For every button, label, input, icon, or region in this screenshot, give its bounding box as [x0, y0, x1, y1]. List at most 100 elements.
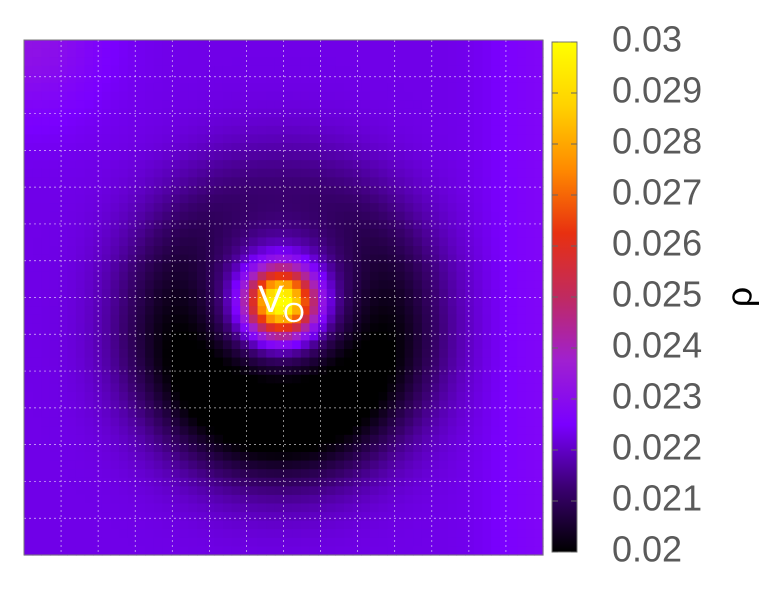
heatmap-cell: [93, 443, 103, 453]
heatmap-cell: [309, 117, 319, 127]
heatmap-cell: [499, 65, 509, 75]
heatmap-cell: [41, 331, 51, 342]
heatmap-cell: [473, 40, 484, 50]
heatmap-cell: [318, 434, 328, 445]
heatmap-cell: [318, 520, 328, 530]
heatmap-cell: [404, 469, 414, 479]
heatmap-cell: [222, 194, 233, 204]
heatmap-cell: [197, 185, 207, 196]
heatmap-cell: [318, 125, 328, 136]
heatmap-cell: [465, 288, 475, 299]
heatmap-cell: [335, 246, 345, 256]
heatmap-cell: [248, 537, 259, 548]
heatmap-cell: [482, 228, 492, 239]
heatmap-cell: [240, 460, 250, 470]
heatmap-cell: [266, 374, 276, 384]
heatmap-cell: [525, 288, 535, 299]
heatmap-cell: [188, 65, 198, 75]
heatmap-cell: [534, 434, 544, 445]
heatmap-cell: [300, 220, 311, 230]
heatmap-cell: [136, 108, 146, 118]
heatmap-cell: [525, 426, 535, 436]
heatmap-cell: [257, 177, 267, 187]
heatmap-cell: [58, 383, 68, 393]
heatmap-cell: [231, 417, 241, 427]
heatmap-cell: [447, 297, 458, 307]
heatmap-cell: [534, 331, 544, 342]
heatmap-cell: [274, 91, 285, 101]
heatmap-cell: [335, 443, 345, 453]
heatmap-cell: [387, 160, 397, 170]
heatmap-cell: [162, 529, 172, 539]
heatmap-cell: [41, 185, 51, 196]
heatmap-cell: [335, 340, 345, 350]
heatmap-cell: [145, 65, 155, 75]
heatmap-cell: [188, 529, 198, 539]
heatmap-cell: [499, 503, 509, 513]
heatmap-cell: [465, 426, 475, 436]
heatmap-cell: [456, 529, 466, 539]
heatmap-cell: [482, 374, 492, 384]
heatmap-cell: [378, 151, 388, 161]
heatmap-cell: [309, 185, 319, 196]
heatmap-cell: [119, 443, 129, 453]
heatmap-cell: [499, 237, 509, 247]
heatmap-cell: [413, 117, 423, 127]
heatmap-cell: [473, 520, 484, 530]
heatmap-cell: [231, 108, 241, 118]
heatmap-cell: [75, 143, 86, 153]
heatmap-cell: [370, 503, 380, 513]
colorbar-tick-label: 0.021: [612, 478, 702, 519]
heatmap-cell: [171, 452, 181, 462]
heatmap-cell: [24, 529, 34, 539]
heatmap-cell: [404, 306, 414, 316]
heatmap-cell: [179, 57, 189, 67]
heatmap-cell: [41, 520, 51, 530]
heatmap-cell: [205, 40, 215, 50]
heatmap-cell: [93, 82, 103, 93]
heatmap-cell: [508, 220, 518, 230]
heatmap-cell: [101, 434, 112, 445]
heatmap-cell: [335, 194, 345, 204]
heatmap-cell: [188, 391, 198, 402]
heatmap-cell: [119, 469, 129, 479]
heatmap-cell: [361, 82, 371, 93]
heatmap-cell: [318, 40, 328, 50]
heatmap-cell: [473, 280, 484, 290]
heatmap-cell: [344, 177, 354, 187]
heatmap-cell: [404, 349, 414, 359]
heatmap-cell: [75, 434, 86, 445]
heatmap-cell: [292, 125, 302, 136]
heatmap-cell: [153, 460, 163, 470]
heatmap-cell: [84, 100, 94, 110]
heatmap-cell: [67, 486, 77, 496]
heatmap-cell: [370, 512, 380, 522]
heatmap-cell: [387, 288, 397, 299]
heatmap-cell: [499, 280, 509, 290]
heatmap-cell: [162, 349, 172, 359]
heatmap-cell: [231, 177, 241, 187]
heatmap-cell: [491, 143, 501, 153]
heatmap-cell: [240, 306, 250, 316]
heatmap-cell: [49, 306, 60, 316]
heatmap-cell: [153, 271, 163, 281]
heatmap-cell: [145, 228, 155, 239]
heatmap-cell: [248, 288, 259, 299]
heatmap-cell: [361, 494, 371, 505]
heatmap-cell: [439, 65, 449, 75]
heatmap-cell: [370, 246, 380, 256]
heatmap-cell: [257, 331, 267, 342]
heatmap-cell: [222, 494, 233, 505]
heatmap-cell: [309, 537, 319, 548]
heatmap-cell: [352, 494, 362, 505]
heatmap-cell: [41, 297, 51, 307]
heatmap-cell: [335, 143, 345, 153]
heatmap-cell: [370, 340, 380, 350]
heatmap-cell: [482, 452, 492, 462]
heatmap-cell: [326, 503, 336, 513]
heatmap-cell: [413, 297, 423, 307]
heatmap-cell: [84, 477, 94, 487]
heatmap-cell: [309, 254, 319, 264]
heatmap-cell: [439, 211, 449, 221]
heatmap-cell: [447, 357, 458, 367]
